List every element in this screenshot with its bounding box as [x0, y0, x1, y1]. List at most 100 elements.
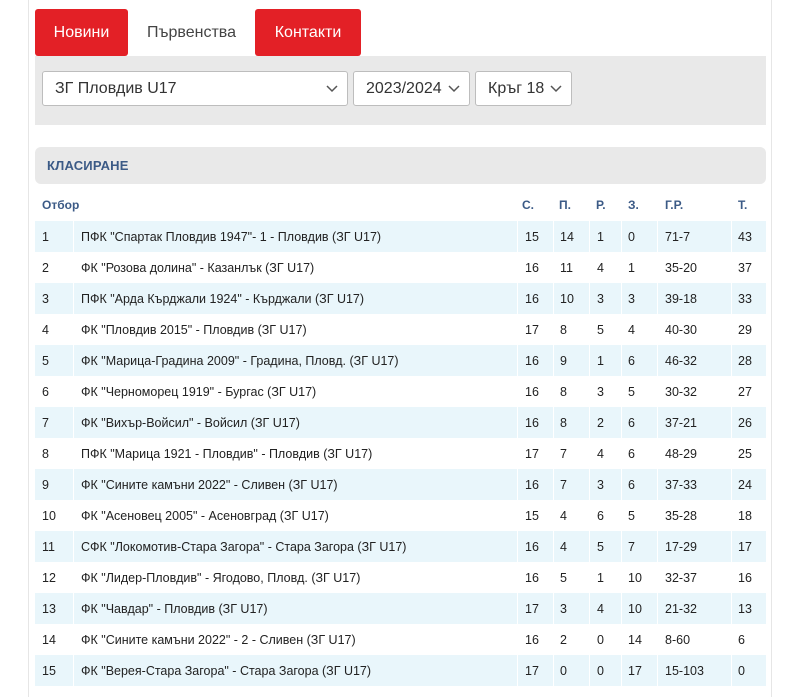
cell-divider: [657, 469, 658, 500]
cell-divider: [73, 469, 74, 500]
cell-divider: [621, 531, 622, 562]
table-row: 13 ФК "Чавдар" - Пловдив (ЗГ U17) 17 3 4 10 21…: [35, 593, 766, 624]
row-games: 15: [525, 509, 539, 523]
row-wins: 4: [560, 509, 567, 523]
row-games: 15: [525, 230, 539, 244]
row-team-name: ФК "Вихър-Войсил" - Войсил (ЗГ U17): [81, 416, 300, 430]
column-header-goals: Г.Р.: [665, 198, 684, 212]
row-losses: 6: [628, 478, 635, 492]
row-wins: 8: [560, 385, 567, 399]
row-team-name: ПФК "Марица 1921 - Пловдив" - Пловдив (З…: [81, 447, 373, 461]
table-row: 1 ПФК "Спартак Пловдив 1947"- 1 - Пловдив…: [35, 221, 766, 252]
row-goal-difference: 71-7: [665, 230, 691, 244]
column-header-wins: П.: [559, 198, 571, 212]
row-losses: 1: [628, 261, 635, 275]
row-goal-difference: 21-32: [665, 602, 697, 616]
row-team-name: ФК "Черноморец 1919" - Бургас (ЗГ U17): [81, 385, 317, 399]
row-goal-difference: 40-30: [665, 323, 697, 337]
cell-divider: [517, 221, 518, 252]
table-row: 8 ПФК "Марица 1921 - Пловдив" - Пловдив (…: [35, 438, 766, 469]
table-row: 15 ФК "Верея-Стара Загора" - Стара Загора…: [35, 655, 766, 686]
row-goal-difference: 35-28: [665, 509, 697, 523]
row-team-name: ФК "Пловдив 2015" - Пловдив (ЗГ U17): [81, 323, 307, 337]
cell-divider: [589, 531, 590, 562]
cell-divider: [517, 655, 518, 686]
row-goal-difference: 35-20: [665, 261, 697, 275]
row-points: 29: [738, 323, 752, 337]
cell-divider: [73, 407, 74, 438]
cell-divider: [731, 283, 732, 314]
row-games: 17: [525, 447, 539, 461]
cell-divider: [731, 221, 732, 252]
row-draws: 0: [597, 633, 604, 647]
cell-divider: [657, 655, 658, 686]
row-team-name: ФК "Лидер-Пловдив" - Ягодово, Пловд. (ЗГ…: [81, 571, 361, 585]
cell-divider: [621, 655, 622, 686]
round-select[interactable]: Кръг 18: [475, 71, 572, 106]
row-wins: 14: [560, 230, 574, 244]
row-losses: 10: [628, 602, 642, 616]
cell-divider: [73, 221, 74, 252]
cell-divider: [73, 345, 74, 376]
row-wins: 0: [560, 664, 567, 678]
row-draws: 5: [597, 540, 604, 554]
row-team-name: ФК "Чавдар" - Пловдив (ЗГ U17): [81, 602, 268, 616]
cell-divider: [553, 531, 554, 562]
row-points: 25: [738, 447, 752, 461]
cell-divider: [621, 407, 622, 438]
row-games: 16: [525, 385, 539, 399]
row-draws: 1: [597, 354, 604, 368]
row-position: 4: [42, 323, 49, 337]
row-points: 43: [738, 230, 752, 244]
row-goal-difference: 17-29: [665, 540, 697, 554]
cell-divider: [517, 345, 518, 376]
team-select[interactable]: ЗГ Пловдив U17: [42, 71, 348, 106]
row-team-name: ФК "Асеновец 2005" - Асеновград (ЗГ U17): [81, 509, 329, 523]
tab-championships[interactable]: Първенства: [147, 23, 236, 41]
row-position: 8: [42, 447, 49, 461]
row-losses: 5: [628, 509, 635, 523]
row-goal-difference: 48-29: [665, 447, 697, 461]
cell-divider: [73, 655, 74, 686]
cell-divider: [657, 531, 658, 562]
cell-divider: [731, 345, 732, 376]
table-row: 4 ФК "Пловдив 2015" - Пловдив (ЗГ U17) 17 8…: [35, 314, 766, 345]
row-wins: 8: [560, 323, 567, 337]
cell-divider: [589, 469, 590, 500]
cell-divider: [621, 221, 622, 252]
round-select-value: Кръг 18: [488, 79, 545, 97]
season-select[interactable]: 2023/2024: [353, 71, 470, 106]
cell-divider: [553, 469, 554, 500]
column-header-games: С.: [522, 198, 534, 212]
row-points: 37: [738, 261, 752, 275]
row-team-name: ФК "Розова долина" - Казанлък (ЗГ U17): [81, 261, 315, 275]
tab-news[interactable]: Новини: [35, 9, 128, 56]
row-wins: 7: [560, 447, 567, 461]
tab-contacts[interactable]: Контакти: [255, 9, 361, 56]
row-draws: 4: [597, 261, 604, 275]
row-points: 28: [738, 354, 752, 368]
table-row: 2 ФК "Розова долина" - Казанлък (ЗГ U17) 1…: [35, 252, 766, 283]
main-tabs: Новини Първенства Контакти: [35, 9, 361, 56]
table-row: 10 ФК "Асеновец 2005" - Асеновград (ЗГ U1…: [35, 500, 766, 531]
row-losses: 14: [628, 633, 642, 647]
row-draws: 1: [597, 230, 604, 244]
row-draws: 2: [597, 416, 604, 430]
cell-divider: [553, 283, 554, 314]
cell-divider: [517, 469, 518, 500]
row-position: 15: [42, 664, 56, 678]
cell-divider: [589, 655, 590, 686]
cell-divider: [621, 593, 622, 624]
row-games: 16: [525, 633, 539, 647]
row-points: 24: [738, 478, 752, 492]
row-goal-difference: 46-32: [665, 354, 697, 368]
standings-title: КЛАСИРАНЕ: [47, 158, 129, 173]
row-team-name: ФК "Марица-Градина 2009" - Градина, Плов…: [81, 354, 399, 368]
cell-divider: [621, 283, 622, 314]
cell-divider: [73, 593, 74, 624]
row-goal-difference: 39-18: [665, 292, 697, 306]
table-row: 3 ПФК "Арда Кърджали 1924" - Кърджали (ЗГ…: [35, 283, 766, 314]
row-points: 26: [738, 416, 752, 430]
row-position: 7: [42, 416, 49, 430]
row-draws: 4: [597, 447, 604, 461]
